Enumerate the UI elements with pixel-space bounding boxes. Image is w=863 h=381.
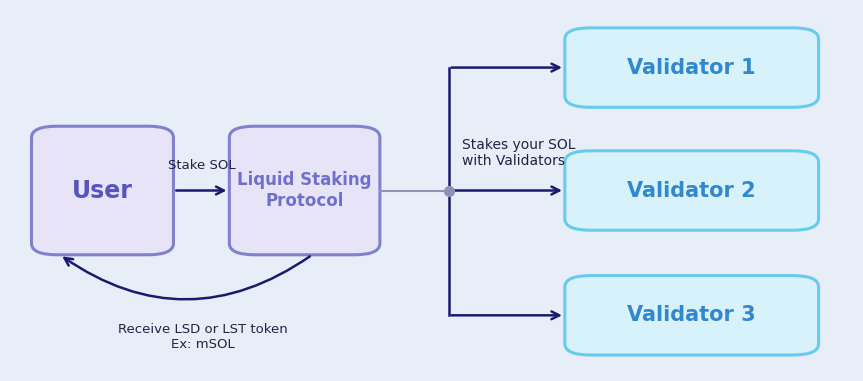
Text: Stakes your SOL
with Validators: Stakes your SOL with Validators xyxy=(462,138,575,168)
FancyBboxPatch shape xyxy=(230,126,380,255)
FancyBboxPatch shape xyxy=(565,28,819,107)
Text: Liquid Staking
Protocol: Liquid Staking Protocol xyxy=(237,171,372,210)
FancyBboxPatch shape xyxy=(31,126,173,255)
FancyBboxPatch shape xyxy=(565,275,819,355)
Text: User: User xyxy=(72,179,133,202)
Text: Validator 1: Validator 1 xyxy=(627,58,756,78)
Text: Receive LSD or LST token
Ex: mSOL: Receive LSD or LST token Ex: mSOL xyxy=(118,323,288,351)
Text: Validator 3: Validator 3 xyxy=(627,305,756,325)
Text: Stake SOL: Stake SOL xyxy=(167,158,236,171)
FancyBboxPatch shape xyxy=(565,151,819,230)
Text: Validator 2: Validator 2 xyxy=(627,181,756,200)
